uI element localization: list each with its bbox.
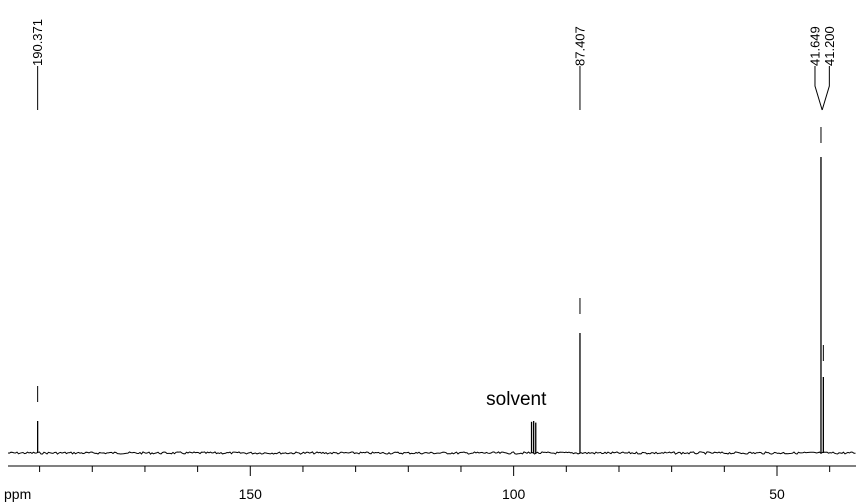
annotation-1: solvent — [486, 389, 547, 410]
peaks-layer — [36, 157, 824, 453]
x-tick-label-100: 100 — [502, 486, 526, 502]
x-tick-label-50: 50 — [769, 486, 785, 502]
peak-label-41.200: 41.200 — [822, 26, 837, 66]
x-axis-label: ppm — [4, 486, 31, 502]
peak-label-190.371: 190.371 — [30, 19, 45, 66]
peak-labels-layer: 190.371 87.407 41.649 41.200 solvent — [30, 19, 837, 410]
peak-label-41.649: 41.649 — [807, 26, 822, 66]
peak-leader-41.649 — [814, 66, 823, 111]
x-axis: 150 100 50 — [8, 465, 856, 502]
peak-leader-41.200 — [821, 66, 830, 111]
peak-label-87.407: 87.407 — [572, 26, 587, 66]
x-tick-label-150: 150 — [239, 486, 263, 502]
spectrum-layer — [7, 451, 856, 455]
spectrum-trace — [7, 451, 856, 455]
